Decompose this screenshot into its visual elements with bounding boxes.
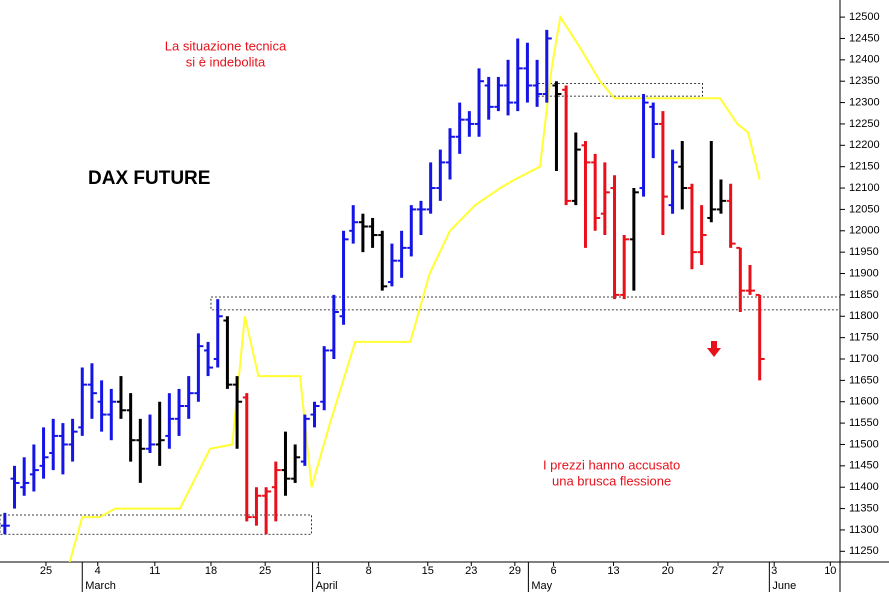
annotation: I prezzi hanno accusato <box>543 457 680 472</box>
down-arrow <box>707 341 721 357</box>
y-tick-label: 12150 <box>849 161 880 173</box>
x-tick-label: 25 <box>259 565 271 577</box>
x-tick-label: 3 <box>771 565 777 577</box>
y-tick-label: 11500 <box>849 438 879 450</box>
y-tick-label: 12100 <box>849 182 880 194</box>
y-tick-label: 12050 <box>849 203 880 215</box>
x-tick-label: 4 <box>95 565 101 577</box>
x-tick-label: 8 <box>366 565 372 577</box>
x-tick-label: 10 <box>824 565 836 577</box>
annotation: La situazione tecnica <box>165 38 287 53</box>
y-tick-label: 12350 <box>849 75 880 87</box>
month-label: April <box>316 580 338 592</box>
month-label: May <box>531 580 552 592</box>
x-tick-label: 25 <box>40 565 52 577</box>
overlay-line <box>68 14 761 562</box>
y-tick-label: 11950 <box>849 246 879 258</box>
x-tick-label: 23 <box>465 565 477 577</box>
y-tick-label: 11750 <box>849 332 879 344</box>
y-tick-label: 11650 <box>849 374 879 386</box>
month-label: June <box>772 580 796 592</box>
x-tick-label: 15 <box>422 565 434 577</box>
y-tick-label: 11700 <box>849 353 879 365</box>
y-tick-label: 11900 <box>849 267 879 279</box>
x-tick-label: 20 <box>662 565 674 577</box>
reference-box <box>210 296 840 311</box>
y-tick-label: 12200 <box>849 139 880 151</box>
x-tick-label: 1 <box>315 565 321 577</box>
chart-title: DAX FUTURE <box>88 168 210 189</box>
y-tick-label: 11450 <box>849 460 879 472</box>
reference-box <box>0 514 313 535</box>
plot-area <box>0 14 840 562</box>
y-tick-label: 11400 <box>849 481 879 493</box>
x-tick-label: 27 <box>712 565 724 577</box>
y-tick-label: 12000 <box>849 225 880 237</box>
x-tick-label: 11 <box>149 565 160 577</box>
x-tick-label: 6 <box>550 565 556 577</box>
x-tick-label: 29 <box>509 565 521 577</box>
y-tick-label: 12400 <box>849 54 880 66</box>
x-tick-label: 18 <box>205 565 217 577</box>
y-tick-label: 12300 <box>849 96 880 108</box>
annotation: si è indebolita <box>186 54 266 69</box>
y-tick-label: 11550 <box>849 417 879 429</box>
y-tick-label: 11600 <box>849 396 879 408</box>
y-tick-label: 11800 <box>849 310 879 322</box>
y-tick-label: 11350 <box>849 502 879 514</box>
x-tick-label: 13 <box>607 565 619 577</box>
y-tick-label: 11250 <box>849 545 879 557</box>
y-tick-label: 11300 <box>849 524 879 536</box>
annotation: una brusca flessione <box>552 473 671 488</box>
month-label: March <box>85 580 116 592</box>
y-tick-label: 12250 <box>849 118 880 130</box>
y-tick-label: 11850 <box>849 289 879 301</box>
y-tick-label: 12450 <box>849 32 880 44</box>
y-tick-label: 12500 <box>849 11 880 23</box>
